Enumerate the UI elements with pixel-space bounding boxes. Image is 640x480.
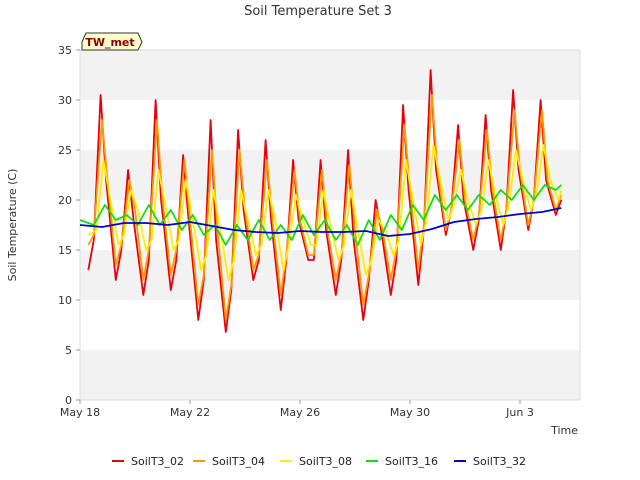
y-tick-label: 30: [58, 94, 72, 107]
y-axis-label: Soil Temperature (C): [6, 169, 19, 282]
legend-label: SoilT3_04: [212, 455, 265, 468]
legend-label: SoilT3_08: [299, 455, 352, 468]
badge-label: TW_met: [85, 36, 134, 49]
y-tick-label: 5: [65, 344, 72, 357]
x-tick-label: May 26: [280, 406, 320, 419]
series-line-soilt3_16: [79, 184, 562, 246]
chart-title: Soil Temperature Set 3: [244, 4, 392, 19]
y-tick-label: 35: [58, 44, 72, 57]
x-axis-ticks: May 18 May 22 May 26 May 30 Jun 3: [60, 400, 534, 419]
y-tick-label: 25: [58, 144, 72, 157]
series-line-soilt3_08: [87, 144, 563, 281]
legend-label: SoilT3_02: [131, 455, 184, 468]
legend-label: SoilT3_16: [385, 455, 438, 468]
series-lines: [79, 69, 563, 333]
x-tick-label: Jun 3: [505, 406, 534, 419]
y-tick-label: 15: [58, 244, 72, 257]
x-tick-label: May 18: [60, 406, 100, 419]
x-axis-label: Time: [550, 424, 578, 437]
grid-band: [80, 50, 580, 100]
grid-band: [80, 350, 580, 400]
y-tick-label: 0: [65, 394, 72, 407]
badge-box: [81, 32, 143, 51]
x-tick-label: May 30: [390, 406, 430, 419]
legend-label: SoilT3_32: [473, 455, 526, 468]
legend: SoilT3_02 SoilT3_04 SoilT3_08 SoilT3_16 Soil…: [112, 455, 526, 468]
station-badge: TW_met: [81, 32, 143, 51]
y-tick-label: 10: [58, 294, 72, 307]
y-tick-label: 20: [58, 194, 72, 207]
y-axis-ticks: 0 5 10 15 20 25 30 35: [58, 44, 80, 407]
series-line-soilt3_32: [79, 207, 562, 237]
x-tick-label: May 22: [170, 406, 210, 419]
grid-bands: [79, 49, 581, 401]
